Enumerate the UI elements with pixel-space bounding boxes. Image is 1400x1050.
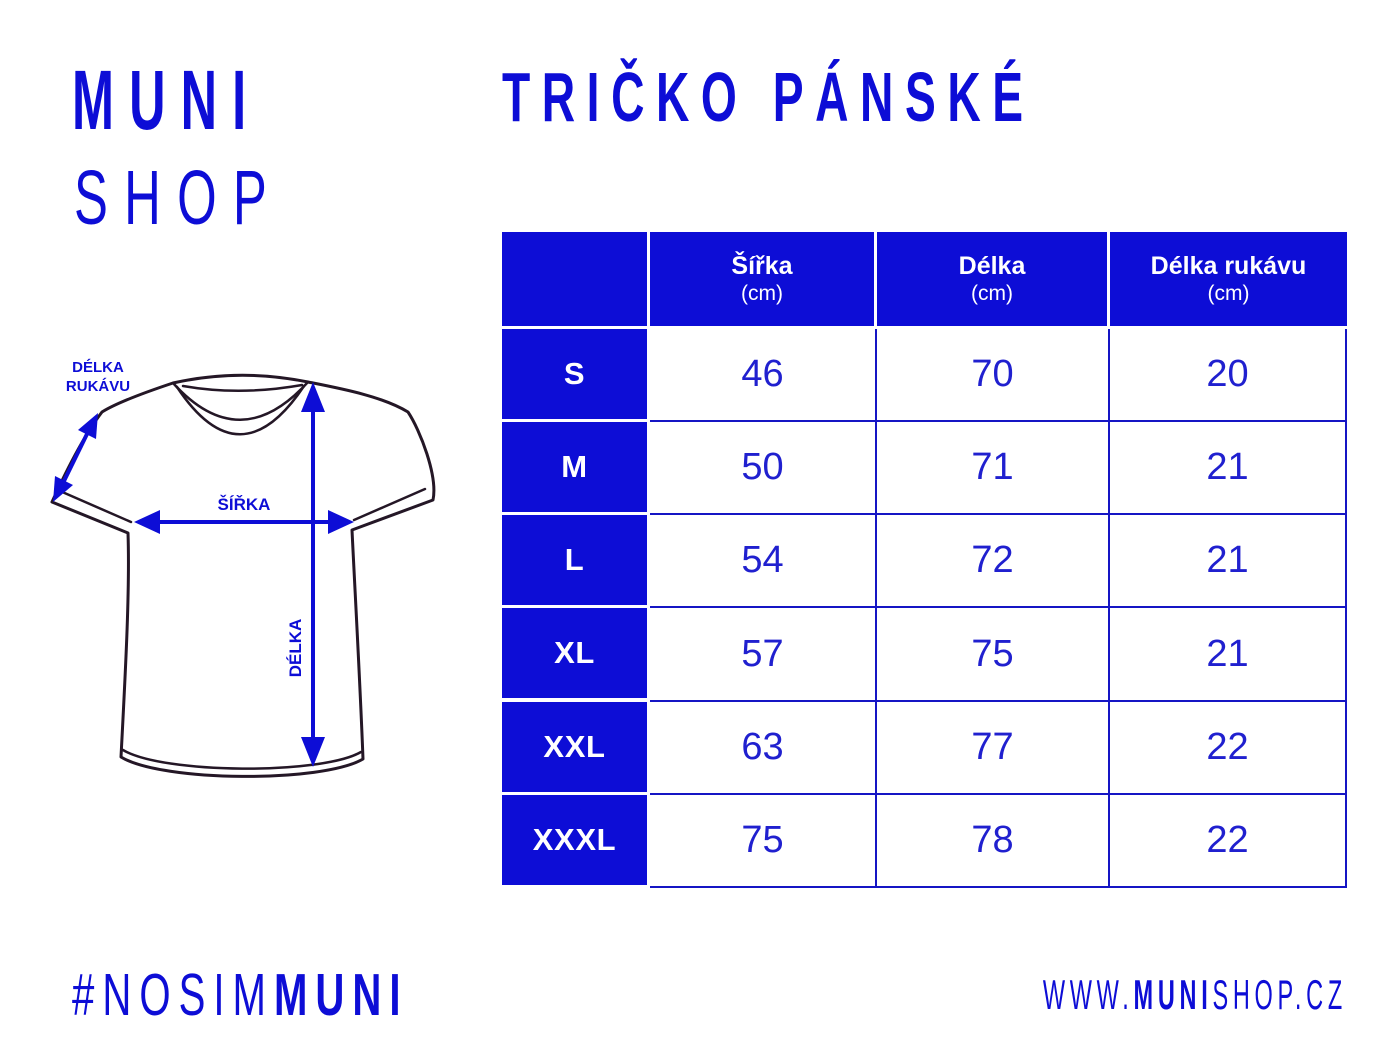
value-cell-xl-col2: 75 [877, 608, 1110, 702]
page-title: TRIČKO PÁNSKÉ [502, 58, 1035, 136]
size-label-xxxl: XXXL [502, 794, 647, 885]
value-cell-xxxl-col1: 75 [650, 794, 877, 888]
website-brand: MUNI [1133, 971, 1213, 1018]
size-label-xxl: XXL [502, 701, 647, 792]
value-cell-l-col1: 54 [650, 515, 877, 609]
website-prefix: WWW. [1042, 971, 1134, 1018]
size-label-l: L [502, 515, 647, 606]
size-data-grid: Šířka (cm) Délka (cm) Délka rukávu (cm) … [650, 232, 1347, 888]
column-header-unit: (cm) [971, 281, 1013, 305]
column-header-length: Délka (cm) [877, 232, 1107, 326]
website-suffix: SHOP.CZ [1212, 971, 1347, 1018]
sleeve-arrow-head-bottom [53, 476, 73, 502]
tshirt-measurement-diagram: DÉLKA RUKÁVU ŠÍŘKA DÉLKA [50, 359, 436, 778]
value-cell-xxl-col2: 77 [877, 701, 1110, 795]
column-header-unit: (cm) [741, 281, 783, 305]
value-cell-m-col1: 50 [650, 422, 877, 516]
length-label: DÉLKA [286, 619, 305, 678]
width-label: ŠÍŘKA [218, 495, 271, 514]
website-url: WWW.MUNISHOP.CZ [1043, 974, 1347, 1016]
size-column: S M L XL XXL XXXL [502, 232, 647, 888]
tshirt-outline [50, 373, 436, 778]
size-label-xl: XL [502, 608, 647, 699]
size-label-m: M [502, 422, 647, 513]
value-cell-xl-col3: 21 [1110, 608, 1347, 702]
value-cell-s-col3: 20 [1110, 329, 1347, 423]
collar-band-inner [175, 384, 306, 436]
value-cell-s-col2: 70 [877, 329, 1110, 423]
value-cell-xxl-col3: 22 [1110, 701, 1347, 795]
column-header-label: Délka rukávu [1150, 252, 1307, 281]
collar-band-outer [171, 380, 310, 421]
right-cuff-seam [352, 487, 427, 522]
value-cell-m-col3: 21 [1110, 422, 1347, 516]
value-cell-xxxl-col2: 78 [877, 794, 1110, 888]
table-corner-cell [502, 232, 647, 326]
sleeve-arrow-head-top [78, 413, 98, 439]
hashtag-brand: MUNI [273, 962, 409, 1028]
sleeve-length-label-line2: RUKÁVU [66, 378, 130, 395]
column-header-label: Šířka [731, 252, 793, 281]
column-header-sleeve-length: Délka rukávu (cm) [1110, 232, 1347, 326]
column-header-label: Délka [958, 252, 1026, 281]
brand-logo-muni: MUNI [72, 53, 262, 147]
hem-seam [121, 748, 363, 770]
value-cell-s-col1: 46 [650, 329, 877, 423]
sleeve-length-arrow [62, 433, 89, 482]
hashtag: #NOSIMMUNI [72, 966, 409, 1025]
hashtag-prefix: #NOSIM [72, 962, 274, 1028]
length-arrow-head-bottom [301, 737, 325, 767]
left-cuff-seam [58, 489, 133, 524]
column-header-width: Šířka (cm) [650, 232, 874, 326]
size-table: S M L XL XXL XXXL Šířka (cm) Délka (cm) Délka… [502, 232, 1347, 888]
value-cell-l-col2: 72 [877, 515, 1110, 609]
collar-back-seam [181, 383, 304, 393]
length-arrow-head-top [301, 382, 325, 412]
width-arrow-head-left [134, 510, 160, 534]
value-cell-xl-col1: 57 [650, 608, 877, 702]
value-cell-xxxl-col3: 22 [1110, 794, 1347, 888]
sleeve-length-label-line1: DÉLKA [72, 359, 124, 376]
column-header-unit: (cm) [1207, 281, 1250, 305]
brand-logo-shop: SHOP [74, 155, 284, 241]
value-cell-l-col3: 21 [1110, 515, 1347, 609]
value-cell-xxl-col1: 63 [650, 701, 877, 795]
width-arrow-head-right [328, 510, 354, 534]
value-cell-m-col2: 71 [877, 422, 1110, 516]
size-label-s: S [502, 329, 647, 419]
